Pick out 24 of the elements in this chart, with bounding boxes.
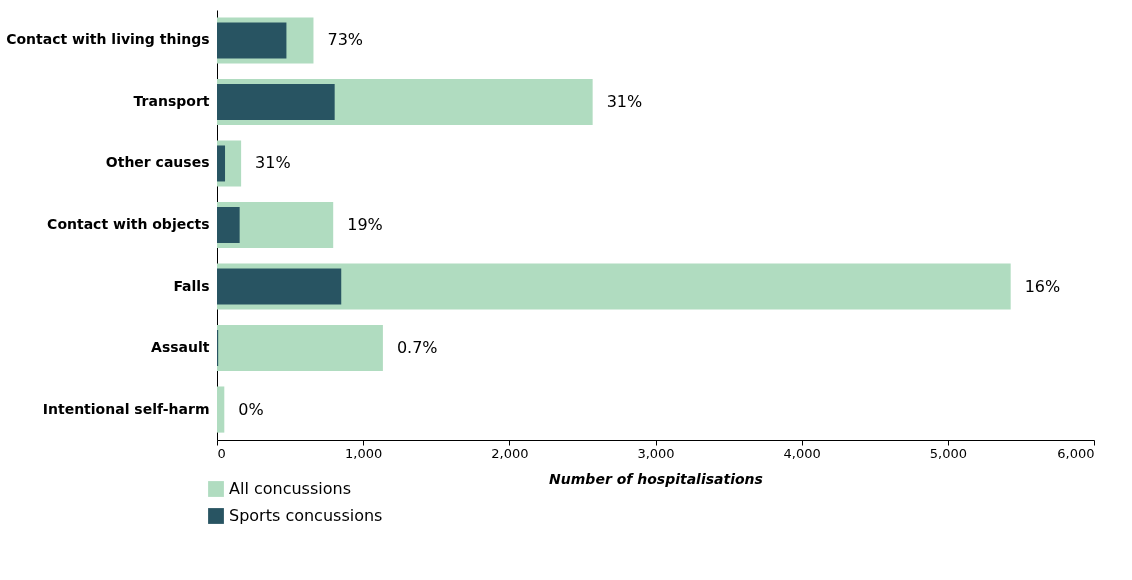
annotation: 0% bbox=[238, 399, 264, 419]
x-tick-label: 2,000 bbox=[491, 445, 529, 461]
annotation: 31% bbox=[606, 91, 643, 111]
x-tick-label: 4,000 bbox=[783, 445, 821, 461]
y-tick-label: Contact with objects bbox=[47, 216, 210, 232]
y-tick-label: Contact with living things bbox=[6, 31, 210, 48]
annotation: 0.7% bbox=[396, 338, 438, 358]
y-tick-label: Falls bbox=[173, 277, 210, 294]
x-tick-label: 3,000 bbox=[637, 445, 675, 461]
x-axis-title: Number of hospitalisations bbox=[549, 470, 763, 487]
y-tick-label: Intentional self-harm bbox=[42, 400, 210, 417]
y-tick-label: Transport bbox=[133, 92, 210, 109]
legend-label: All concussions bbox=[229, 479, 351, 498]
x-tick-label: 0 bbox=[217, 445, 226, 461]
y-tick-label: Other causes bbox=[105, 154, 210, 171]
y-tick-label: Assault bbox=[151, 339, 210, 356]
annotation: 31% bbox=[255, 153, 291, 173]
annotation: 16% bbox=[1024, 276, 1061, 296]
annotation: 19% bbox=[347, 215, 383, 234]
legend-label: Sports concussions bbox=[229, 506, 383, 525]
x-tick-label: 1,000 bbox=[345, 445, 383, 461]
x-tick-label: 6,000 bbox=[1057, 445, 1095, 461]
x-tick-label: 5,000 bbox=[929, 445, 967, 461]
annotation: 73% bbox=[327, 30, 364, 50]
